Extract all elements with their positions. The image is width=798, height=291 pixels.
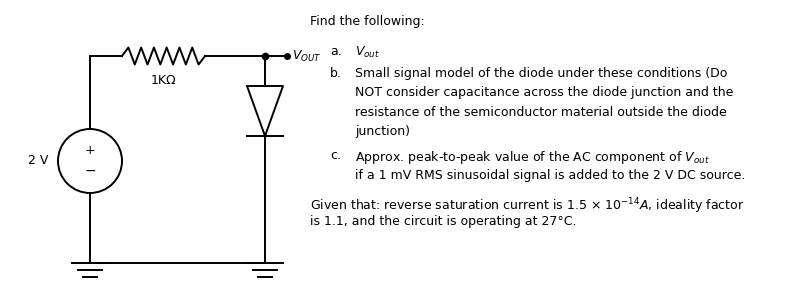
- Text: Approx. peak-to-peak value of the AC component of $V_{out}$: Approx. peak-to-peak value of the AC com…: [355, 149, 710, 166]
- Text: Small signal model of the diode under these conditions (Do: Small signal model of the diode under th…: [355, 67, 727, 80]
- Text: c.: c.: [330, 149, 341, 162]
- Text: +: +: [85, 143, 95, 157]
- Polygon shape: [247, 86, 283, 136]
- Text: 2 V: 2 V: [28, 155, 48, 168]
- Text: Find the following:: Find the following:: [310, 15, 425, 28]
- Text: −: −: [84, 164, 96, 178]
- Text: a.: a.: [330, 45, 342, 58]
- Text: NOT consider capacitance across the diode junction and the: NOT consider capacitance across the diod…: [355, 86, 733, 100]
- Text: if a 1 mV RMS sinusoidal signal is added to the 2 V DC source.: if a 1 mV RMS sinusoidal signal is added…: [355, 168, 745, 182]
- Text: $V_{OUT}$: $V_{OUT}$: [292, 48, 322, 63]
- Text: $V_{out}$: $V_{out}$: [355, 45, 380, 60]
- Text: b.: b.: [330, 67, 342, 80]
- Text: resistance of the semiconductor material outside the diode: resistance of the semiconductor material…: [355, 106, 727, 119]
- Text: is 1.1, and the circuit is operating at 27°C.: is 1.1, and the circuit is operating at …: [310, 216, 576, 228]
- Text: junction): junction): [355, 125, 410, 139]
- Text: Given that: reverse saturation current is 1.5 $\times$ $10^{-14}$$A$, ideality f: Given that: reverse saturation current i…: [310, 196, 745, 216]
- Text: 1KΩ: 1KΩ: [151, 74, 176, 88]
